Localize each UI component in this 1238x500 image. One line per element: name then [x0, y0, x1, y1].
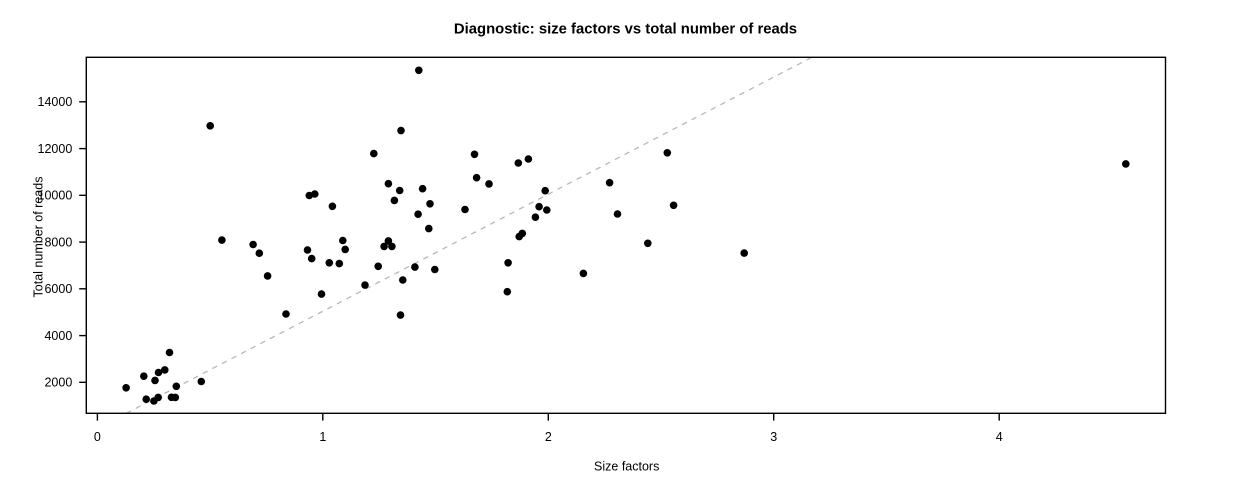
svg-text:Size factors: Size factors	[594, 460, 659, 474]
svg-text:6000: 6000	[44, 282, 72, 296]
svg-text:10000: 10000	[38, 189, 73, 203]
svg-text:0: 0	[94, 430, 101, 444]
svg-text:1: 1	[319, 430, 326, 444]
svg-text:Total number of reads: Total number of reads	[32, 177, 46, 298]
svg-text:14000: 14000	[38, 95, 73, 109]
svg-text:4: 4	[996, 430, 1003, 444]
svg-text:2: 2	[545, 430, 552, 444]
svg-text:2000: 2000	[44, 376, 72, 390]
svg-text:8000: 8000	[44, 235, 72, 249]
svg-text:4000: 4000	[44, 329, 72, 343]
svg-text:3: 3	[770, 430, 777, 444]
svg-text:Diagnostic: size factors vs to: Diagnostic: size factors vs total number…	[454, 22, 797, 38]
svg-text:12000: 12000	[38, 142, 73, 156]
